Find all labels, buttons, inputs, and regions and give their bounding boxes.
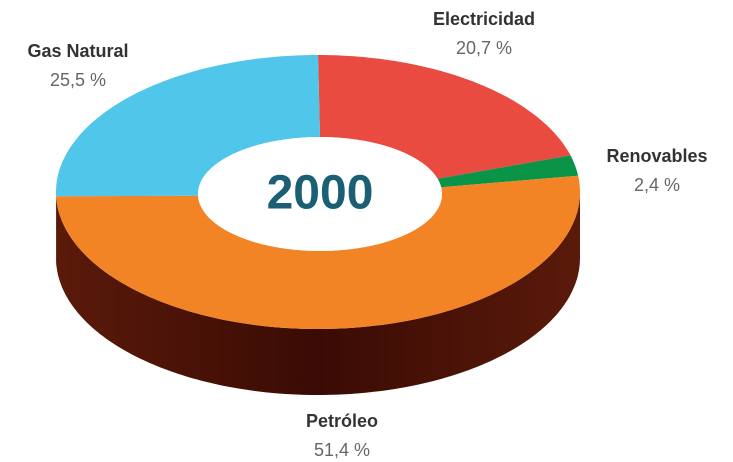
value-label: 20,7 % — [456, 38, 512, 58]
value-label: 2,4 % — [634, 175, 680, 195]
slice — [56, 55, 320, 197]
slice — [318, 55, 571, 179]
slice — [437, 155, 579, 188]
slice-label: Renovables — [606, 146, 707, 166]
donut-hole — [198, 137, 442, 251]
slice — [56, 175, 581, 329]
slice-label: Petróleo — [306, 411, 378, 431]
value-label: 51,4 % — [314, 440, 370, 460]
value-label: 25,5 % — [50, 70, 106, 90]
slice-label: Electricidad — [433, 9, 535, 29]
chart-title: 2000 — [267, 167, 374, 220]
slice-side — [56, 192, 581, 395]
slice-label: Gas Natural — [27, 41, 128, 61]
